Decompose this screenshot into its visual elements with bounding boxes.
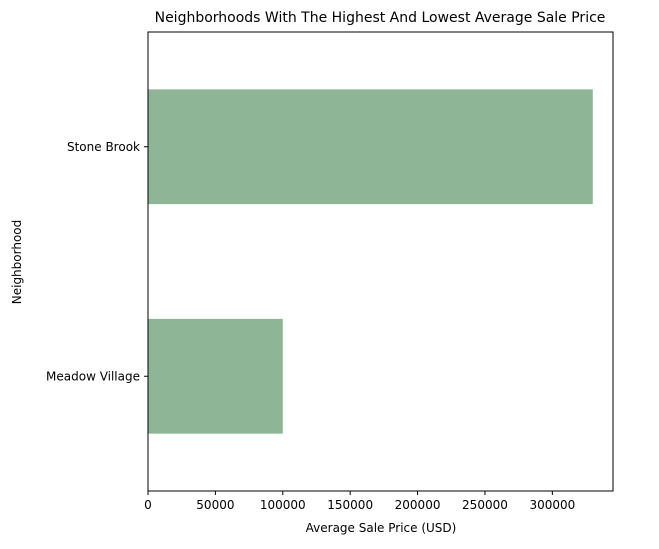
y-axis-ticks: Meadow Village Stone Brook — [46, 140, 148, 383]
chart-title: Neighborhoods With The Highest And Lowes… — [155, 10, 606, 26]
x-tick-label: 0 — [144, 498, 152, 512]
x-tick-label: 300000 — [529, 498, 575, 512]
plot-frame — [147, 31, 614, 492]
x-tick-label: 150000 — [327, 498, 373, 512]
x-tick-label: 50000 — [196, 498, 234, 512]
x-axis-ticks: 0 50000 100000 150000 200000 250000 300000 — [144, 491, 575, 512]
bars-layer — [148, 89, 593, 434]
x-axis-label: Average Sale Price (USD) — [306, 521, 457, 535]
x-tick-label: 250000 — [462, 498, 508, 512]
bar-stone-brook — [148, 89, 593, 205]
y-axis-label: Neighborhood — [10, 220, 24, 305]
x-tick-label: 100000 — [260, 498, 306, 512]
x-tick-label: 200000 — [395, 498, 441, 512]
y-tick-label: Meadow Village — [46, 369, 140, 383]
bar-meadow-village — [148, 318, 283, 434]
y-tick-label: Stone Brook — [67, 140, 140, 154]
